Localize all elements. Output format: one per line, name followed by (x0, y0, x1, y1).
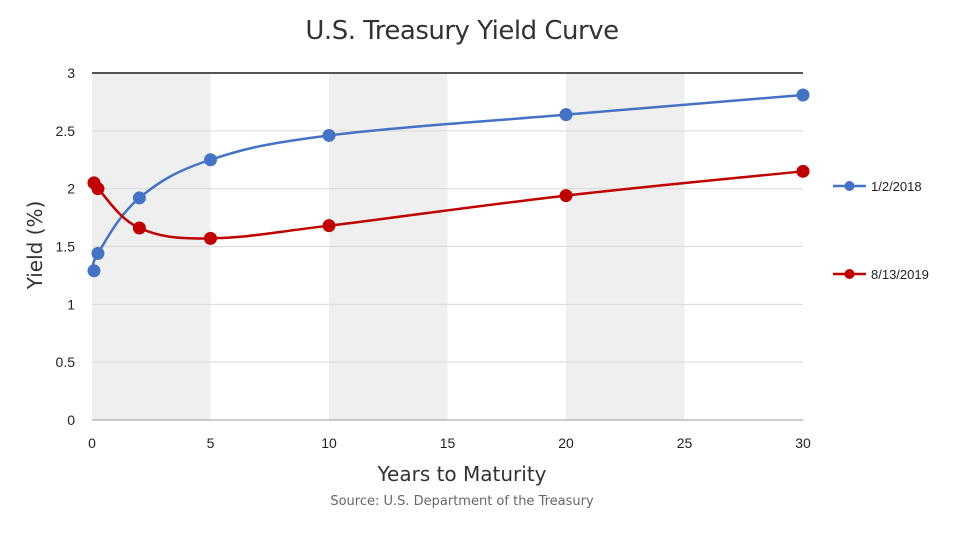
data-point (87, 264, 101, 278)
y-axis-title: Yield (%) (23, 201, 47, 291)
data-point (559, 189, 573, 203)
y-tick-label: 0 (67, 412, 75, 428)
x-axis-title: Years to Maturity (376, 462, 546, 486)
source-note: Source: U.S. Department of the Treasury (330, 494, 594, 509)
x-tick-label: 20 (558, 435, 574, 451)
data-point (559, 108, 573, 122)
series-lines (91, 93, 804, 272)
y-tick-label: 0.5 (56, 354, 76, 370)
data-point (132, 191, 146, 205)
legend-label: 8/13/2019 (871, 267, 929, 282)
data-point (204, 231, 217, 245)
gridlines (92, 72, 803, 421)
x-tick-label: 30 (795, 435, 811, 451)
data-point (91, 246, 105, 260)
x-tick-label: 15 (440, 435, 456, 451)
x-tick-labels: 0 5 10 15 20 25 30 (88, 435, 811, 451)
series-line-2 (91, 170, 804, 240)
y-tick-label: 2.5 (56, 123, 76, 139)
chart-title: U.S. Treasury Yield Curve (305, 16, 618, 46)
data-point (322, 219, 336, 233)
y-tick-label: 2 (67, 181, 75, 197)
legend-marker (844, 269, 855, 279)
x-tick-label: 25 (677, 435, 693, 451)
data-point (796, 88, 810, 102)
y-tick-label: 1.5 (56, 239, 76, 255)
legend-marker (844, 181, 855, 191)
legend: 1/2/2018 8/13/2019 (833, 179, 929, 282)
series-points (87, 88, 810, 278)
data-point (91, 182, 105, 196)
data-point (204, 153, 217, 167)
x-tick-label: 5 (207, 435, 215, 451)
y-tick-label: 3 (67, 65, 75, 81)
legend-label: 1/2/2018 (871, 179, 922, 194)
data-point (796, 164, 810, 178)
data-point (322, 128, 336, 142)
y-tick-label: 1 (67, 296, 75, 312)
series-line-1 (91, 93, 804, 272)
data-point (132, 221, 146, 235)
x-tick-label: 0 (88, 435, 96, 451)
x-tick-label: 10 (321, 435, 337, 451)
y-tick-labels: 0 0.5 1 1.5 2 2.5 3 (56, 65, 76, 428)
